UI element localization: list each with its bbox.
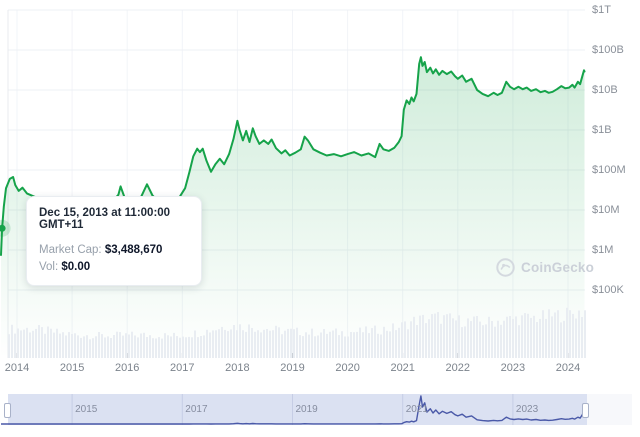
tooltip-market-cap-value: $3,488,670 [104,244,163,256]
navigator-year-label: 2017 [185,404,208,415]
navigator-year-label: 2019 [295,404,318,415]
watermark-text: CoinGecko [521,260,595,275]
x-axis-label: 2020 [335,362,360,374]
coingecko-logo-icon [496,258,515,277]
tooltip-vol-row: Vol: $0.00 [39,260,189,275]
navigator-plot[interactable] [0,392,640,430]
navigator-year-label: 2021 [405,404,428,415]
y-axis-label: $100K [592,284,624,296]
y-axis-label: $100B [592,44,624,56]
tooltip: Dec 15, 2013 at 11:00:00 GMT+11 Market C… [26,196,202,286]
x-axis-label: 2014 [4,362,30,374]
y-axis-label: $1B [592,124,612,136]
y-axis-label: $10B [592,84,618,96]
y-axis-label: $10M [592,204,620,216]
x-axis-label: 2015 [59,362,85,374]
x-axis-label: 2023 [500,362,526,374]
highlighted-point-marker [0,219,11,237]
navigator-left-handle[interactable] [4,403,11,418]
x-axis-label: 2024 [555,362,581,374]
tooltip-vol-value: $0.00 [61,261,91,273]
navigator-year-label: 2023 [515,404,539,415]
navigator-series-line [1,395,586,425]
x-axis-label: 2022 [445,362,471,374]
navigator[interactable]: 2015 2017 2019 2021 2023 [0,392,640,430]
y-axis-label: $100M [592,164,626,176]
x-axis-label: 2019 [280,362,305,374]
x-axis-label: 2021 [390,362,415,374]
volume-bars [8,307,586,358]
x-axis-label: 2016 [114,362,140,374]
navigator-year-label: 2015 [75,404,98,415]
tooltip-market-cap-row: Market Cap: $3,488,670 [39,243,189,258]
navigator-selected-region[interactable] [8,394,587,425]
tooltip-date: Dec 15, 2013 at 11:00:00 GMT+11 [39,207,171,231]
tooltip-vol-label: Vol: [39,261,59,273]
tooltip-market-cap-label: Market Cap: [39,244,102,256]
x-axis-label: 2018 [225,362,250,374]
x-axis-label: 2017 [170,362,195,374]
y-axis-label: $1M [592,244,614,256]
coingecko-watermark: CoinGecko [496,258,594,277]
y-axis-label: $1T [592,4,611,16]
navigator-right-handle[interactable] [582,403,589,418]
